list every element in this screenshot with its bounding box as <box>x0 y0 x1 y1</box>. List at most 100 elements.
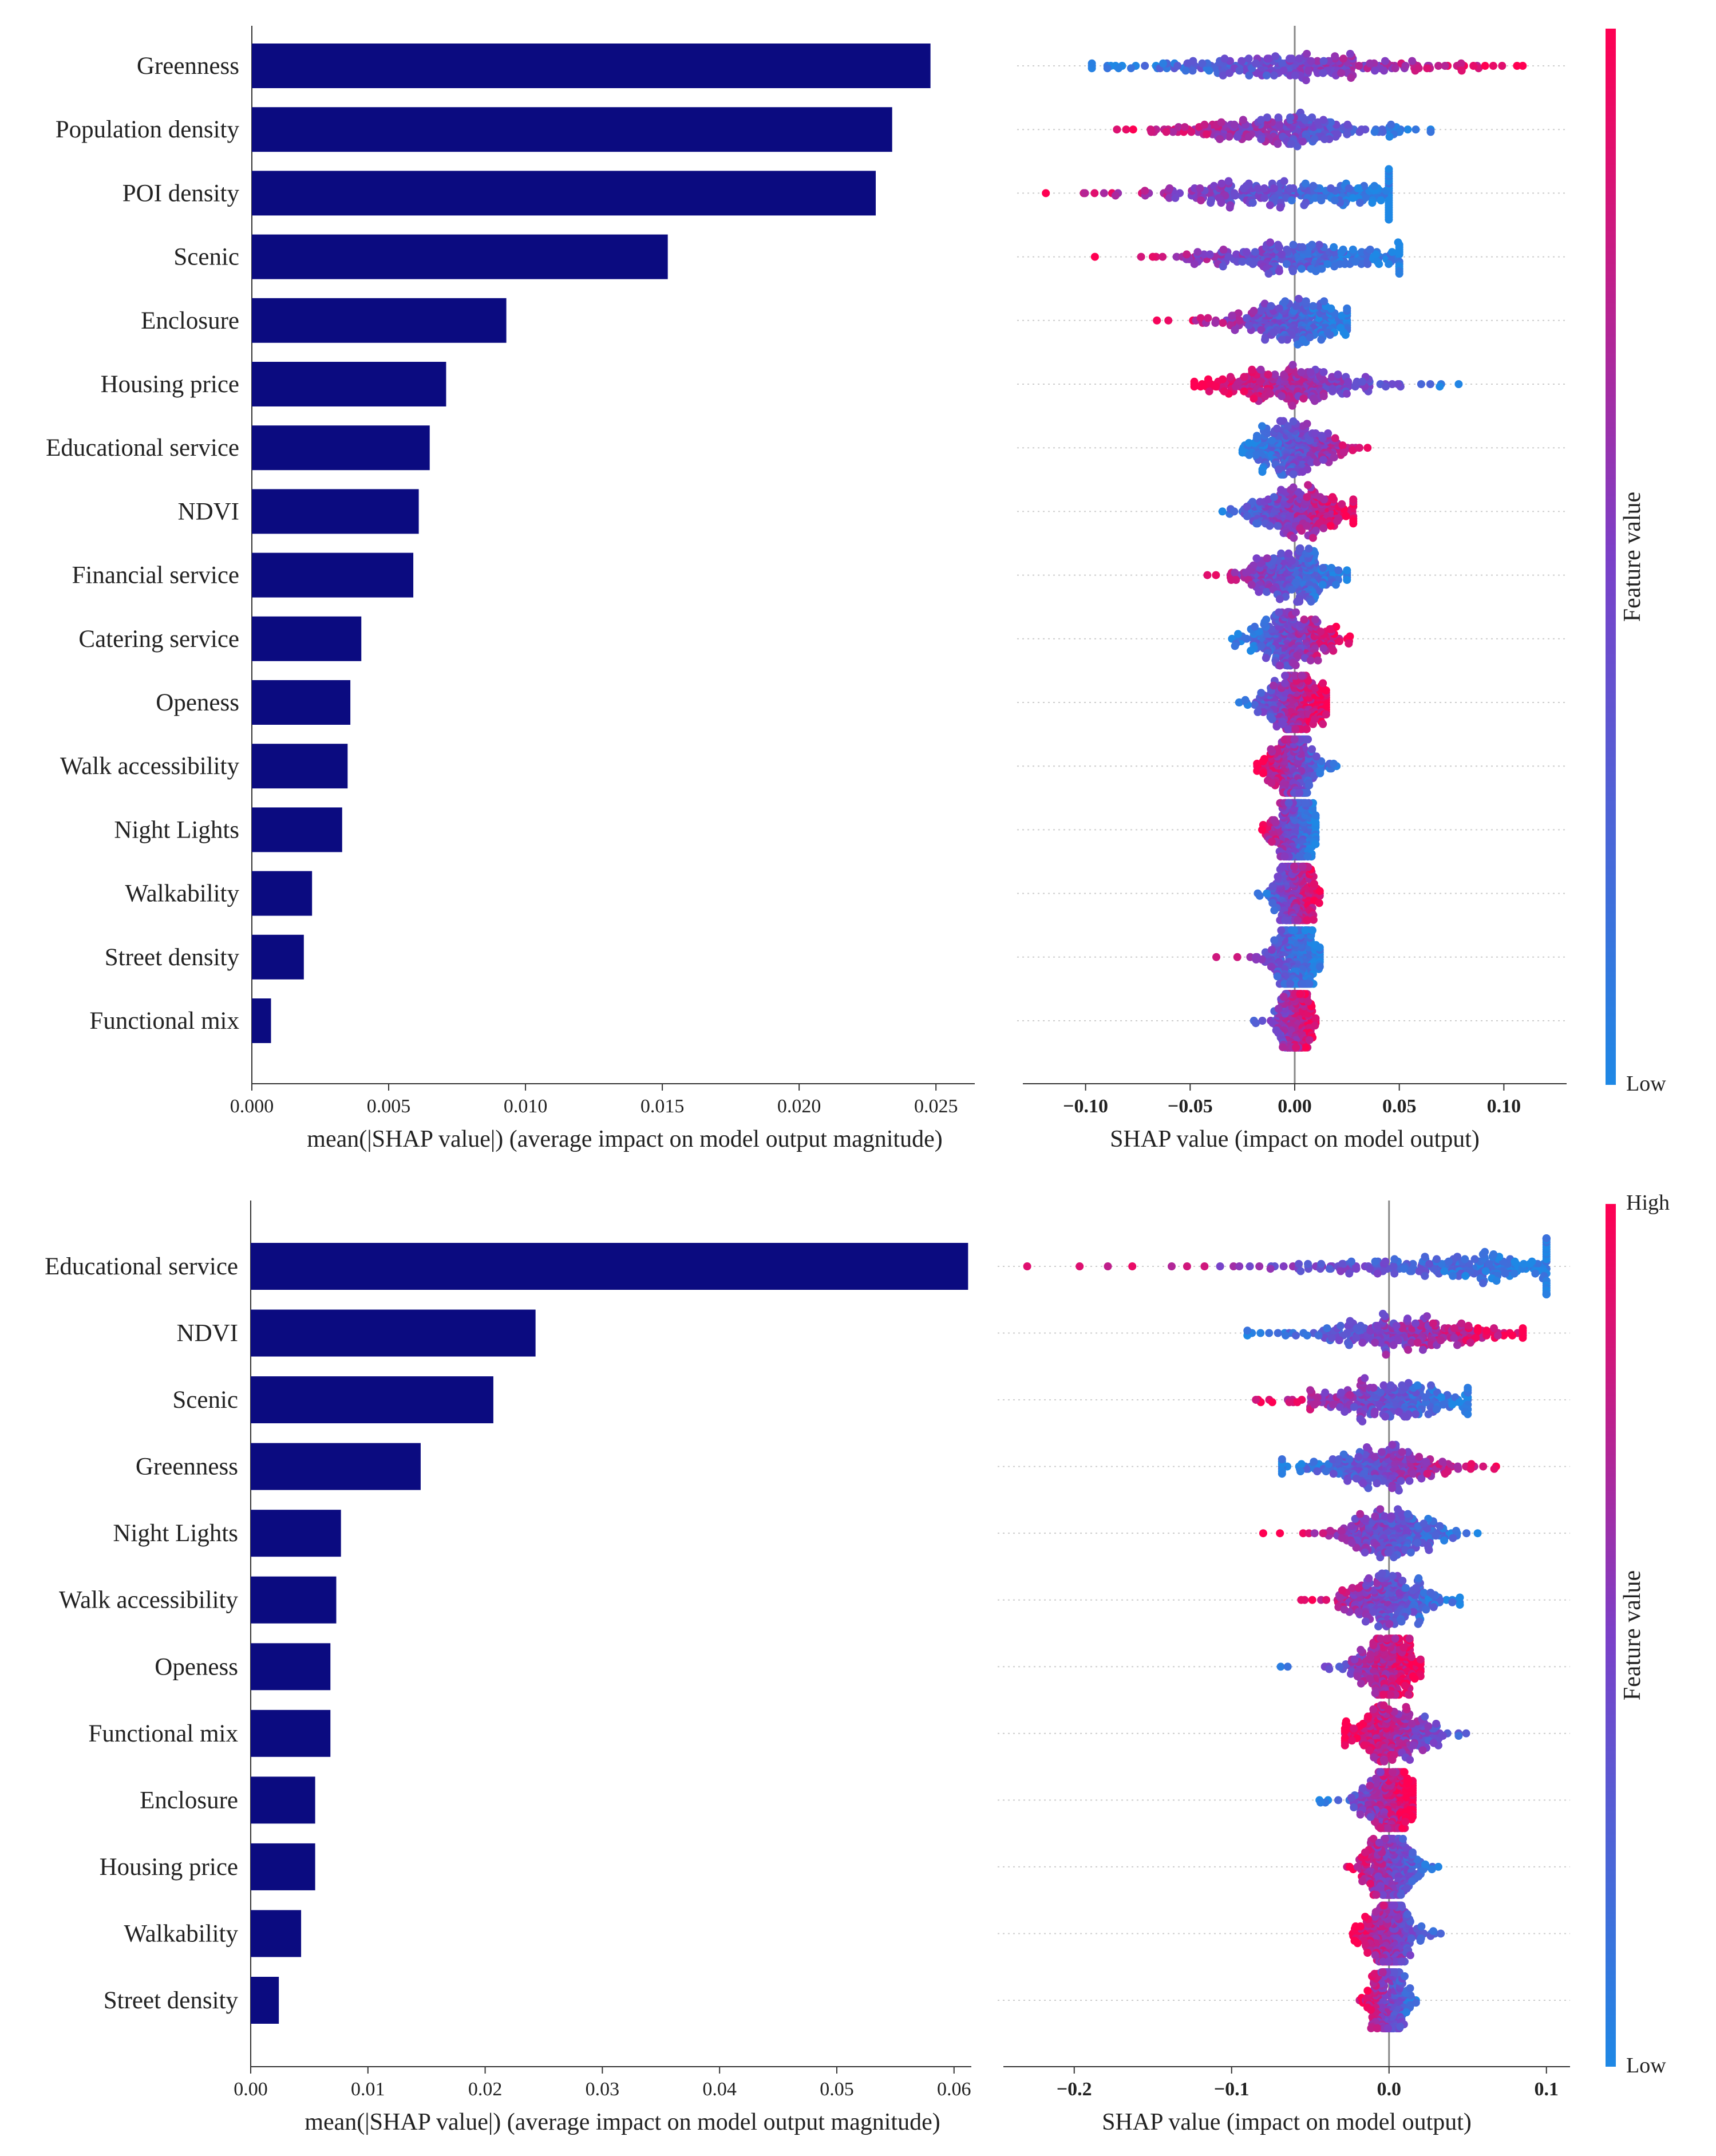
shap-point <box>1461 1272 1470 1280</box>
shap-point <box>1366 1265 1374 1273</box>
shap-point <box>1306 368 1315 376</box>
shap-point <box>1264 370 1272 379</box>
shap-point <box>1352 1265 1361 1273</box>
shap-point <box>1211 382 1220 391</box>
shap-point <box>1426 128 1435 136</box>
shap-point <box>1303 50 1311 58</box>
shap-point <box>1325 1265 1334 1273</box>
shap-point <box>1331 581 1340 589</box>
shap-point <box>1289 417 1298 425</box>
shap-point <box>1183 1262 1191 1270</box>
shap-point <box>1287 196 1296 204</box>
shap-point <box>1260 299 1269 308</box>
shap-point <box>1219 71 1227 80</box>
shap-point <box>1280 679 1289 688</box>
bar-walkability <box>252 871 313 916</box>
shap-point <box>1485 1259 1493 1268</box>
shap-point <box>1311 194 1319 202</box>
shap-point <box>1355 444 1363 452</box>
shap-point <box>1114 64 1123 73</box>
shap-point <box>1267 745 1275 753</box>
shap-point <box>1275 267 1283 275</box>
shap-point <box>1355 128 1364 136</box>
shap-point <box>1343 130 1351 139</box>
swarm-openess <box>1235 672 1330 733</box>
shap-point <box>1300 615 1308 624</box>
bar-functional-mix <box>251 1709 331 1757</box>
shap-point <box>1330 453 1338 461</box>
shap-point <box>1311 267 1320 275</box>
shap-point <box>1479 1279 1487 1288</box>
bar-street-density <box>252 934 304 980</box>
shap-point <box>1361 194 1369 202</box>
shap-point <box>1312 752 1320 761</box>
shap-point <box>1302 725 1311 733</box>
shap-point <box>1320 135 1328 143</box>
shap-point <box>1219 246 1228 254</box>
x-tick-label: 0.05 <box>1382 1096 1417 1117</box>
shap-point <box>1282 1331 1290 1340</box>
shap-point <box>1212 953 1220 961</box>
shap-point <box>1238 258 1247 266</box>
feature-label: Educational service <box>46 435 239 461</box>
swarm-walkability <box>1254 862 1324 925</box>
shap-point <box>1387 120 1395 129</box>
shap-point <box>1323 1324 1331 1333</box>
shap-point <box>1311 615 1320 624</box>
shap-point <box>1279 1043 1287 1052</box>
shap-point <box>1244 54 1253 63</box>
shap-point <box>1457 59 1465 68</box>
shap-point <box>1276 417 1285 425</box>
shap-point <box>1303 420 1311 428</box>
shap-point <box>1263 113 1271 122</box>
shap-point <box>1207 199 1215 207</box>
shap-point <box>1482 1326 1490 1335</box>
shap-point <box>1297 368 1306 376</box>
shap-point <box>1267 302 1275 310</box>
shap-point <box>1335 637 1344 645</box>
shap-point <box>1200 1262 1209 1270</box>
shap-point <box>1337 69 1346 77</box>
shap-point <box>1326 625 1334 633</box>
shap-point <box>1090 252 1099 261</box>
shap-point <box>1284 799 1293 807</box>
shap-point <box>1286 113 1294 122</box>
x-tick-label: 0.06 <box>937 2079 971 2100</box>
bar-scenic <box>252 234 668 279</box>
shap-point <box>1272 424 1281 433</box>
shap-point <box>1358 1338 1367 1347</box>
shap-point <box>1311 1021 1319 1030</box>
shap-point <box>1426 380 1434 388</box>
shap-point <box>1316 493 1324 502</box>
shap-point <box>1308 745 1316 753</box>
shap-point <box>1371 1338 1379 1347</box>
shap-point <box>1354 184 1362 192</box>
shap-point <box>1251 59 1260 68</box>
shap-point <box>1311 1014 1320 1022</box>
shap-point <box>1333 130 1342 139</box>
shap-point <box>1255 1262 1264 1270</box>
shap-point <box>1334 566 1343 575</box>
shap-point <box>1291 661 1300 669</box>
shap-point <box>1254 519 1262 528</box>
shap-point <box>1283 246 1291 254</box>
feature-label: Functional mix <box>89 1008 239 1034</box>
shap-point <box>1337 1267 1345 1276</box>
shap-point <box>1224 177 1233 185</box>
shap-point <box>1164 316 1173 325</box>
shap-point <box>1159 59 1167 68</box>
shap-point <box>1469 62 1478 70</box>
shap-point <box>1382 1351 1390 1359</box>
shap-point <box>1292 1043 1300 1052</box>
shap-point <box>1286 980 1295 988</box>
bar-night-lights <box>251 1510 341 1557</box>
shap-point <box>1318 264 1326 273</box>
shap-point <box>1315 899 1323 907</box>
shap-point <box>1316 769 1324 777</box>
shap-point <box>1200 250 1208 259</box>
shap-point <box>1219 319 1227 327</box>
shap-point <box>1250 394 1258 403</box>
shap-point <box>1281 672 1289 680</box>
shap-point <box>1319 679 1327 688</box>
bar-housing-price <box>252 362 446 406</box>
